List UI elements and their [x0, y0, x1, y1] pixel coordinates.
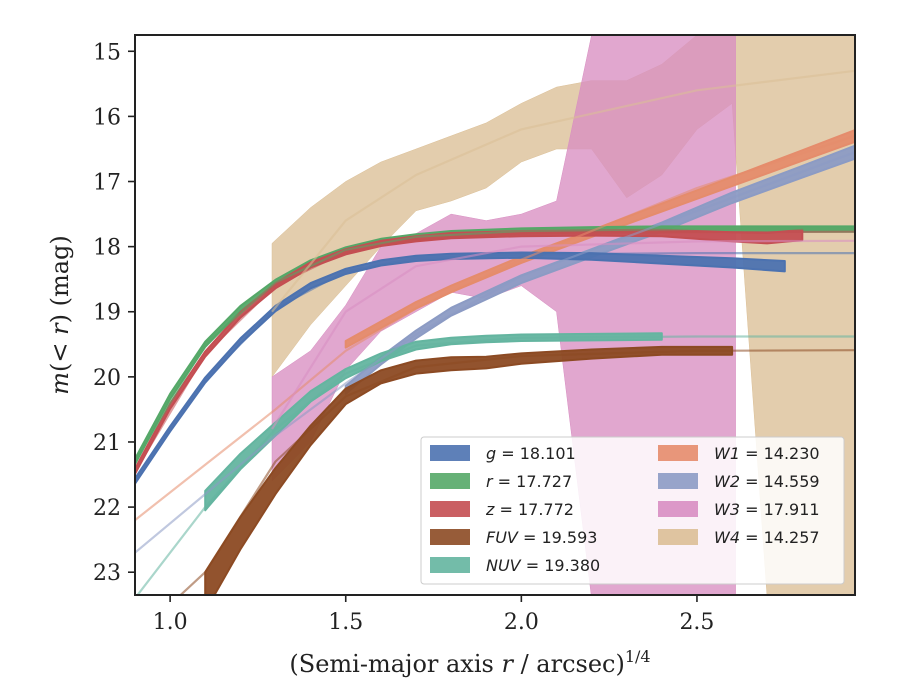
legend-swatch-nuv: [430, 557, 470, 573]
x-axis-label-text: (Semi-major axis: [289, 650, 501, 678]
legend-label-w3: W3 = 17.911: [714, 500, 820, 519]
y-tick-label: 17: [93, 171, 121, 196]
y-tick-label: 23: [93, 561, 121, 586]
band-g: [135, 251, 786, 485]
y-tick-label: 15: [93, 40, 121, 65]
y-tick-label: 19: [93, 301, 121, 326]
x-tick-label: 2.5: [679, 610, 714, 635]
model-line-w3: [271, 239, 855, 430]
y-tick-label: 22: [93, 496, 121, 521]
svg-text:(Semi-major axis r / arcsec)1/: (Semi-major axis r / arcsec)1/4: [289, 647, 650, 678]
band-fuv: [204, 345, 734, 595]
x-tick-label: 2.0: [504, 610, 539, 635]
model-line-w2: [135, 151, 855, 554]
legend-box: [420, 436, 845, 585]
y-axis: 15 16 17 18 19 20 21 22 23: [93, 40, 135, 586]
x-axis-label-unit: / arcsec): [513, 650, 625, 678]
y-tick-label: 18: [93, 236, 121, 261]
legend-item-z: z = 17.772: [430, 500, 574, 519]
legend-swatch-z: [430, 501, 470, 517]
legend-swatch-fuv: [430, 529, 470, 545]
y-axis-label: m(< r) (mag): [46, 235, 74, 395]
legend-label-w4: W4 = 14.257: [714, 528, 820, 547]
x-tick-label: 1.0: [153, 610, 188, 635]
model-line-fuv: [178, 349, 855, 595]
legend-label-fuv: FUV = 19.593: [486, 528, 597, 547]
x-axis: 1.0 1.5 2.0 2.5: [153, 595, 714, 635]
legend-item-w1: W1 = 14.230: [658, 444, 820, 463]
legend-label-w2: W2 = 14.559: [714, 472, 820, 491]
legend-item-r: r = 17.727: [430, 472, 572, 491]
model-line-w1: [135, 134, 855, 521]
svg-text:m(< r) (mag): m(< r) (mag): [46, 235, 74, 395]
x-axis-label-exponent: 1/4: [625, 647, 651, 666]
legend-swatch-g: [430, 445, 470, 461]
legend-item-fuv: FUV = 19.593: [430, 528, 597, 547]
legend-swatch-w3: [658, 501, 698, 517]
model-line-z: [135, 230, 855, 472]
x-axis-label: (Semi-major axis r / arcsec)1/4: [289, 647, 650, 678]
legend-swatch-r: [430, 473, 470, 489]
legend-label-g: g = 18.101: [486, 444, 576, 463]
legend-item-w3: W3 = 17.911: [658, 500, 820, 519]
legend-item-nuv: NUV = 19.380: [430, 556, 600, 575]
legend-label-r: r = 17.727: [486, 472, 572, 491]
model-curves: [135, 69, 855, 595]
legend-label-z: z = 17.772: [485, 500, 574, 519]
model-line-g: [135, 252, 855, 482]
legend-swatch-w2: [658, 473, 698, 489]
legend: g = 18.101 r = 17.727 z = 17.772 FUV = 19.5…: [420, 436, 845, 585]
x-tick-label: 1.5: [328, 610, 363, 635]
legend-label-nuv: NUV = 19.380: [486, 556, 600, 575]
y-tick-label: 20: [93, 366, 121, 391]
legend-item-w4: W4 = 14.257: [658, 528, 820, 547]
y-tick-label: 21: [93, 431, 121, 456]
y-tick-label: 16: [93, 105, 121, 130]
legend-item-w2: W2 = 14.559: [658, 472, 820, 491]
legend-item-g: g = 18.101: [430, 444, 576, 463]
x-axis-label-var: r: [501, 650, 514, 678]
legend-label-w1: W1 = 14.230: [714, 444, 820, 463]
plot-frame: [134, 34, 856, 596]
model-line-r: [135, 227, 855, 463]
legend-swatch-w1: [658, 445, 698, 461]
model-line-w4: [271, 69, 855, 313]
legend-swatch-w4: [658, 529, 698, 545]
